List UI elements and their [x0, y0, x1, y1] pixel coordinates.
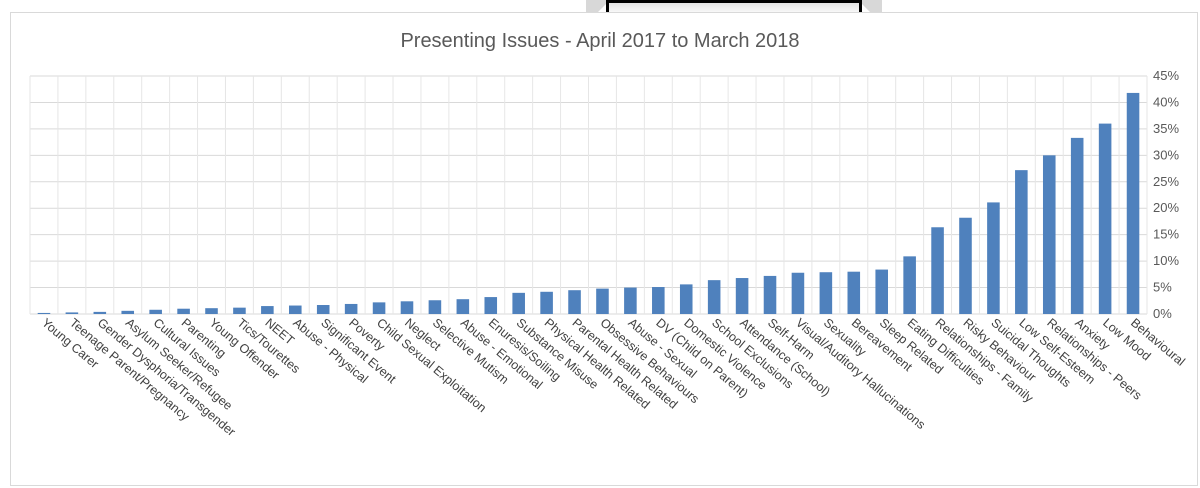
y-tick-label: 35% — [1153, 121, 1179, 136]
bar — [316, 305, 330, 314]
bar — [1015, 170, 1028, 314]
bar — [875, 269, 888, 314]
bar — [372, 302, 386, 314]
bar — [344, 303, 358, 314]
bar — [568, 290, 581, 314]
bar — [596, 288, 609, 314]
bar — [1042, 155, 1056, 314]
y-tick-label: 20% — [1153, 200, 1179, 215]
bar — [1126, 92, 1140, 315]
bar — [428, 300, 442, 314]
bar — [679, 284, 693, 314]
bar — [959, 217, 972, 314]
gridlines — [29, 75, 1148, 315]
bar — [512, 292, 525, 314]
y-axis-ticks: 0% 5% 10% 15% 20% 25% 30% 35% 40% 45% — [1153, 68, 1179, 321]
y-tick-label: 25% — [1153, 174, 1179, 189]
y-tick-label: 15% — [1153, 227, 1179, 242]
bar — [763, 275, 777, 314]
bar — [903, 256, 916, 314]
bar — [205, 308, 218, 314]
y-tick-label: 10% — [1153, 253, 1179, 268]
bar — [37, 312, 51, 314]
bar — [177, 308, 190, 314]
y-tick-label: 5% — [1153, 280, 1172, 295]
y-tick-label: 40% — [1153, 94, 1179, 109]
y-tick-label: 45% — [1153, 68, 1179, 83]
bar — [484, 297, 498, 314]
bar — [456, 299, 470, 314]
bar — [261, 306, 274, 314]
y-tick-label: 0% — [1153, 306, 1172, 321]
bar — [1070, 137, 1084, 314]
bar — [624, 287, 637, 314]
bar — [847, 271, 861, 314]
bar — [400, 301, 414, 314]
bar — [707, 280, 721, 314]
bar — [65, 312, 79, 314]
bar — [791, 272, 805, 314]
bar — [121, 310, 135, 314]
bar — [735, 278, 749, 314]
bar — [149, 309, 162, 314]
bar — [540, 291, 553, 314]
bar — [819, 272, 833, 314]
bar — [233, 307, 246, 314]
bar — [931, 227, 944, 314]
bar — [987, 202, 1000, 314]
bars — [37, 92, 1140, 315]
bar — [652, 287, 665, 314]
y-tick-label: 30% — [1153, 147, 1179, 162]
bar — [93, 311, 107, 314]
chart-frame — [10, 12, 1198, 486]
bar — [1098, 123, 1112, 314]
chart-title: Presenting Issues - April 2017 to March … — [400, 30, 800, 52]
bar — [289, 305, 302, 314]
